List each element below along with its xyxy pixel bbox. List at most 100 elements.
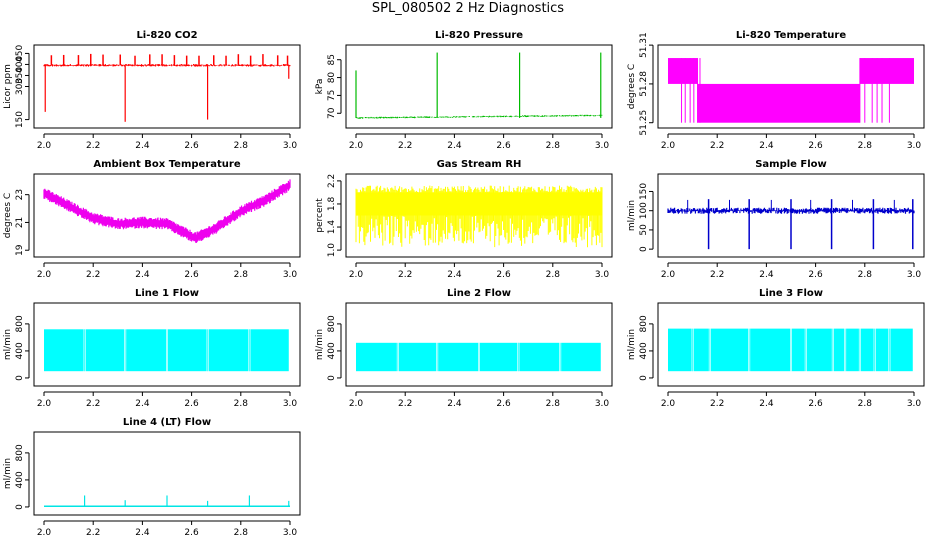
y-axis-label: percent bbox=[315, 198, 325, 233]
flow-block bbox=[398, 342, 437, 372]
x-tick-label: 2.4 bbox=[759, 399, 774, 409]
page-title: SPL_080502 2 Hz Diagnostics bbox=[371, 1, 565, 16]
x-tick-label: 3.0 bbox=[283, 141, 298, 151]
series-pressure bbox=[355, 52, 603, 119]
chart-title: Line 1 Flow bbox=[135, 288, 199, 299]
x-tick-label: 2.4 bbox=[135, 528, 150, 538]
x-axis: 2.0 2.2 2.4 2.6 2.8 3.0 bbox=[661, 262, 921, 280]
x-tick-label: 3.0 bbox=[907, 141, 922, 151]
x-tick-label: 2.2 bbox=[86, 270, 100, 280]
x-tick-label: 2.6 bbox=[184, 399, 199, 409]
series-trace bbox=[355, 185, 603, 248]
chart-title: Line 2 Flow bbox=[447, 288, 511, 299]
x-tick-label: 2.4 bbox=[135, 270, 150, 280]
y-axis-label: ml/min bbox=[627, 200, 637, 231]
chart-title: Sample Flow bbox=[755, 159, 827, 170]
x-tick-label: 2.4 bbox=[447, 399, 462, 409]
plot-frame bbox=[33, 44, 301, 129]
x-axis: 2.0 2.2 2.4 2.6 2.8 3.0 bbox=[37, 391, 297, 409]
x-tick-label: 2.6 bbox=[808, 270, 823, 280]
y-tick-label: 1.8 bbox=[327, 197, 337, 212]
series-trace bbox=[667, 207, 915, 214]
y-tick-label: 19 bbox=[15, 244, 25, 256]
flow-block bbox=[438, 342, 479, 372]
x-tick-label: 2.8 bbox=[234, 270, 249, 280]
chart-line1: Line 1 Flow ml/min 2.0 2.2 2.4 2.6 2.8 3.0 0 400 8… bbox=[3, 288, 301, 409]
y-tick-label: 70 bbox=[327, 107, 337, 119]
x-tick-label: 2.0 bbox=[349, 270, 364, 280]
x-tick-label: 2.0 bbox=[37, 270, 52, 280]
series-co2 bbox=[43, 53, 291, 122]
y-axis: 1.0 1.4 1.8 2.2 bbox=[327, 174, 342, 257]
y-axis-label: ml/min bbox=[627, 329, 637, 360]
y-axis-label: kPa bbox=[315, 79, 325, 95]
x-tick-label: 3.0 bbox=[283, 528, 298, 538]
flow-block bbox=[85, 329, 125, 372]
x-tick-label: 2.0 bbox=[349, 399, 364, 409]
flow-block bbox=[791, 328, 805, 372]
x-tick-label: 2.2 bbox=[710, 270, 724, 280]
y-axis: 19 21 23 bbox=[15, 189, 30, 256]
x-tick-label: 2.2 bbox=[398, 141, 412, 151]
y-tick-label: 1.4 bbox=[327, 220, 337, 235]
series-rh bbox=[355, 185, 603, 248]
x-tick-label: 2.2 bbox=[398, 399, 412, 409]
y-tick-label: 2.2 bbox=[327, 174, 337, 188]
x-tick-label: 2.2 bbox=[86, 528, 100, 538]
flow-block bbox=[693, 328, 709, 372]
series-sample bbox=[667, 199, 915, 250]
chart-title: Ambient Box Temperature bbox=[93, 159, 240, 170]
y-axis: 70 75 80 85 bbox=[327, 54, 342, 119]
x-tick-label: 2.2 bbox=[86, 141, 100, 151]
x-tick-label: 2.4 bbox=[135, 141, 150, 151]
x-tick-label: 2.0 bbox=[37, 399, 52, 409]
chart-line3: Line 3 Flow ml/min 2.0 2.2 2.4 2.6 2.8 3.0 0 400 8… bbox=[627, 288, 925, 409]
x-tick-label: 2.6 bbox=[184, 270, 199, 280]
series-box-temp bbox=[43, 179, 291, 243]
y-tick-label: 0 bbox=[327, 375, 337, 381]
y-tick-label: 51.31 bbox=[639, 32, 649, 58]
x-tick-label: 2.4 bbox=[759, 141, 774, 151]
flow-block bbox=[479, 342, 518, 372]
y-tick-label: 400 bbox=[15, 471, 25, 488]
plot-frame bbox=[657, 302, 925, 387]
y-axis-label: ml/min bbox=[3, 458, 13, 489]
x-tick-label: 2.0 bbox=[661, 141, 676, 151]
x-axis: 2.0 2.2 2.4 2.6 2.8 3.0 bbox=[661, 133, 922, 151]
y-tick-label: 0 bbox=[15, 375, 25, 381]
x-tick-label: 2.0 bbox=[349, 141, 364, 151]
x-tick-label: 2.6 bbox=[496, 141, 511, 151]
x-tick-label: 3.0 bbox=[595, 141, 610, 151]
x-tick-label: 2.6 bbox=[496, 270, 511, 280]
x-tick-label: 2.8 bbox=[234, 141, 249, 151]
y-tick-label: 51.28 bbox=[639, 71, 649, 97]
y-axis: 0 400 800 bbox=[639, 315, 654, 381]
y-tick-label: 800 bbox=[639, 315, 649, 332]
y-tick-label: 0 bbox=[639, 375, 649, 381]
series-trace bbox=[355, 114, 603, 119]
chart-line2: Line 2 Flow ml/min 2.0 2.2 2.4 2.6 2.8 3.0 0 400 8… bbox=[315, 288, 613, 409]
flow-block bbox=[167, 329, 207, 372]
x-tick-label: 2.8 bbox=[546, 270, 561, 280]
y-tick-label: 75 bbox=[327, 90, 337, 101]
x-tick-label: 2.0 bbox=[37, 141, 52, 151]
y-axis-label: ml/min bbox=[315, 329, 325, 360]
y-axis: 0 400 800 bbox=[15, 315, 30, 381]
series-trace bbox=[43, 64, 291, 67]
y-axis: 0 400 800 bbox=[15, 444, 30, 510]
y-tick-label: 150 bbox=[15, 111, 25, 128]
x-axis: 2.0 2.2 2.4 2.6 2.8 3.0 bbox=[37, 520, 298, 538]
chart-box_temp: Ambient Box Temperature degrees C 2.0 2.2 2.… bbox=[3, 159, 301, 280]
series-line-2 bbox=[356, 342, 601, 372]
plot-frame bbox=[345, 44, 613, 129]
x-tick-label: 2.8 bbox=[234, 399, 249, 409]
y-tick-label: 50 bbox=[639, 224, 649, 236]
chart-line4: Line 4 (LT) Flow ml/min 2.0 2.2 2.4 2.6 2.8 3.0… bbox=[3, 417, 301, 538]
y-axis-label: degrees C bbox=[627, 64, 637, 109]
y-axis-label: degrees C bbox=[3, 193, 13, 238]
chart-title: Line 4 (LT) Flow bbox=[123, 417, 211, 428]
